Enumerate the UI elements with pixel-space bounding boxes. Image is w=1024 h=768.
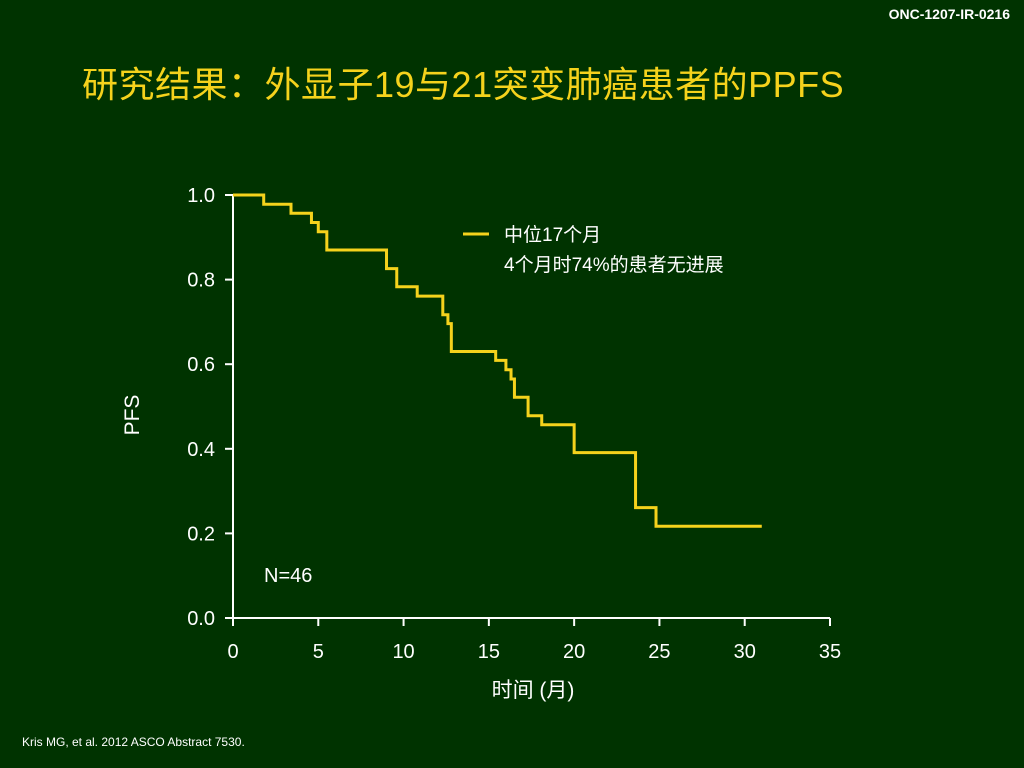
y-axis-title: PFS — [121, 395, 144, 436]
x-tick-label: 35 — [819, 641, 841, 663]
y-tick-label: 0.4 — [187, 439, 215, 461]
km-curve-line — [233, 193, 762, 528]
y-tick-label: 1.0 — [187, 185, 215, 207]
ticks: 0.0 0.2 0.4 0.6 0.8 1.0 0 5 10 15 20 25 30 35 — [187, 185, 841, 663]
legend-rate: 4个月时74%的患者无进展 — [504, 254, 724, 276]
x-tick-label: 25 — [648, 641, 670, 663]
y-tick-label: 0.8 — [187, 270, 215, 292]
slide-title: 研究结果：外显子19与21突变肺癌患者的PPFS — [82, 64, 845, 105]
x-tick-label: 20 — [563, 641, 585, 663]
sample-size-label: N=46 — [264, 565, 312, 587]
slide-code: ONC-1207-IR-0216 — [888, 6, 1010, 22]
legend-median: 中位17个月 — [504, 224, 601, 246]
axes — [232, 195, 830, 619]
x-tick-label: 0 — [227, 641, 238, 663]
y-tick-label: 0.0 — [187, 608, 215, 630]
x-tick-label: 30 — [734, 641, 756, 663]
x-tick-label: 15 — [478, 641, 500, 663]
x-tick-label: 5 — [313, 641, 324, 663]
y-tick-label: 0.6 — [187, 354, 215, 376]
y-tick-label: 0.2 — [187, 523, 215, 545]
x-axis-title: 时间 (月) — [492, 679, 575, 702]
x-tick-label: 10 — [392, 641, 414, 663]
reference-note: Kris MG, et al. 2012 ASCO Abstract 7530. — [22, 735, 245, 749]
